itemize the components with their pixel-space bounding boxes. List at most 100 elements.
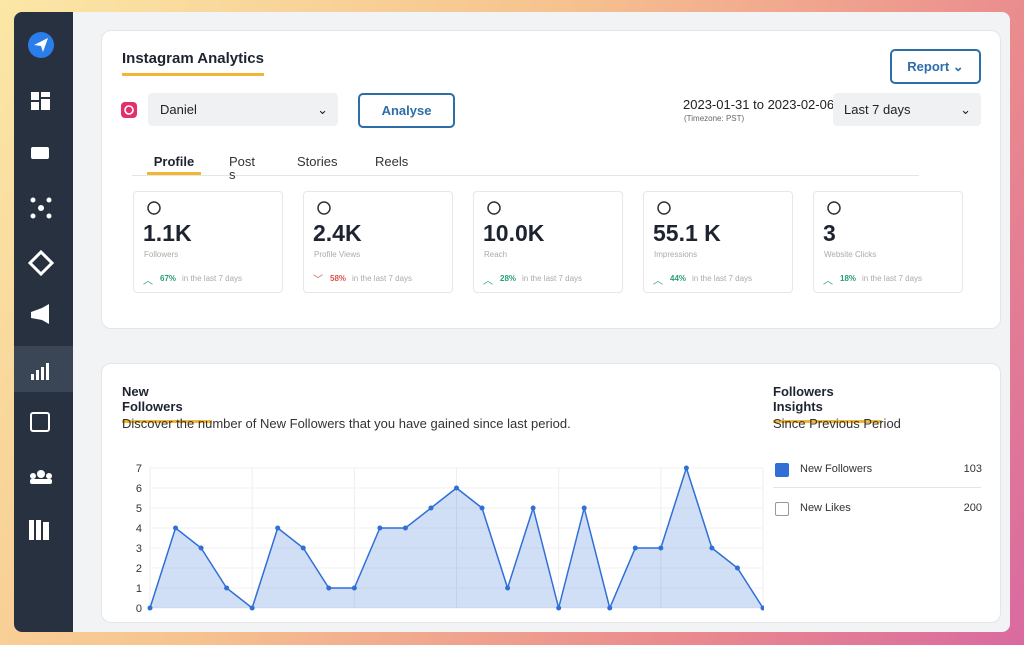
insight-value: 103: [963, 463, 982, 475]
instagram-icon: [121, 102, 137, 118]
point: [402, 525, 408, 531]
stat-icon: [487, 201, 501, 215]
period-select[interactable]: Last 7 days ⌄: [833, 93, 981, 126]
analytics-icon[interactable]: [31, 374, 34, 380]
y-tick-label: 1: [136, 583, 142, 595]
account-name: Daniel: [160, 102, 197, 117]
stat-card: 2.4K Profile Views ︿ 58% in the last 7 days: [303, 191, 453, 293]
stat-icon: [147, 201, 161, 215]
report-label: Report: [907, 59, 950, 74]
stat-card: 1.1K Followers ︿ 67% in the last 7 days: [133, 191, 283, 293]
stat-arrow: ︿: [483, 276, 493, 287]
point: [479, 505, 485, 511]
stat-arrow: ︿: [823, 276, 833, 287]
analyse-button[interactable]: Analyse: [358, 93, 455, 128]
point: [326, 585, 332, 591]
point: [454, 485, 459, 491]
tab[interactable]: Stories: [297, 154, 338, 169]
page-title: Instagram Analytics: [122, 50, 264, 76]
point: [709, 545, 715, 551]
point: [147, 605, 153, 611]
y-tick-label: 5: [136, 503, 142, 515]
insights-subtitle: Since Previous Period: [773, 416, 901, 431]
stat-card: 55.1 K Impressions ︿ 44% in the last 7 days: [643, 191, 793, 293]
stat-label: Followers: [144, 250, 179, 259]
area: [150, 468, 763, 608]
point: [607, 605, 613, 611]
tab-rule: [132, 175, 919, 176]
followers-chart: 0 1 2 3 4 5 6 7: [136, 463, 764, 615]
point: [658, 545, 664, 551]
insight-checkbox[interactable]: [775, 502, 789, 516]
connect-icon[interactable]: [27, 249, 55, 277]
insight-name: New Likes: [800, 502, 851, 514]
point: [300, 545, 306, 551]
stat-change: 28%: [500, 274, 517, 283]
insight-value: 200: [963, 502, 982, 514]
tab[interactable]: Profile: [147, 155, 201, 175]
account-select[interactable]: Daniel ⌄: [148, 93, 338, 126]
chart-description: Discover the number of New Followers tha…: [122, 416, 571, 431]
stat-label: Profile Views: [314, 250, 361, 259]
point: [224, 585, 230, 591]
point: [530, 505, 536, 511]
point: [351, 585, 357, 591]
point: [249, 605, 255, 611]
library-icon[interactable]: [29, 520, 34, 540]
y-tick-label: 0: [136, 603, 142, 615]
y-tick-label: 7: [136, 463, 142, 475]
stat-value: 1.1K: [143, 220, 192, 246]
stat-icon: [827, 201, 841, 215]
stat-period: in the last 7 days: [692, 274, 753, 283]
report-button[interactable]: Report ⌄: [890, 49, 981, 84]
point: [581, 505, 587, 511]
point: [377, 525, 383, 531]
stat-change: 18%: [840, 274, 857, 283]
app-window: Instagram Analytics Report ⌄ Daniel ⌄ Ana…: [14, 12, 1010, 632]
campaign-icon[interactable]: [31, 304, 49, 324]
profile-card: Instagram Analytics Report ⌄ Daniel ⌄ Ana…: [101, 30, 1001, 329]
insight-checkbox[interactable]: [775, 463, 789, 477]
stat-value: 2.4K: [313, 220, 362, 246]
tab[interactable]: Posts: [229, 154, 256, 182]
sidebar: [14, 12, 73, 632]
stat-label: Website Clicks: [824, 250, 877, 259]
team-icon[interactable]: [37, 470, 45, 478]
sidebar-icons: [14, 32, 73, 540]
y-tick-label: 3: [136, 543, 142, 555]
stat-change: 58%: [330, 274, 347, 283]
point: [275, 525, 281, 531]
stat-label: Impressions: [654, 250, 698, 259]
y-tick-label: 6: [136, 483, 142, 495]
dashboard-icon[interactable]: [31, 92, 39, 100]
stat-icon: [317, 201, 331, 215]
stat-period: in the last 7 days: [862, 274, 923, 283]
chart-title: New Followers: [122, 384, 212, 423]
point: [632, 545, 638, 551]
point: [760, 605, 764, 611]
stat-change: 44%: [670, 274, 687, 283]
stat-label: Reach: [484, 250, 508, 259]
insight-name: New Followers: [800, 463, 873, 475]
stat-change: 67%: [160, 274, 177, 283]
stat-value: 55.1 K: [653, 220, 721, 246]
stat-arrow: ︿: [653, 276, 663, 287]
point: [683, 465, 689, 471]
stat-value: 10.0K: [483, 220, 545, 246]
stat-period: in the last 7 days: [522, 274, 583, 283]
stat-arrow: ︿: [143, 276, 153, 287]
download-icon[interactable]: [30, 412, 50, 432]
network-icon[interactable]: [38, 205, 44, 211]
tab[interactable]: Reels: [375, 154, 409, 169]
point: [505, 585, 511, 591]
insight-rule: [773, 487, 981, 488]
y-tick-label: 4: [136, 523, 142, 535]
point: [734, 565, 740, 571]
stat-icon: [657, 201, 671, 215]
point: [428, 505, 434, 511]
date-range: 2023-01-31 to 2023-02-06: [683, 97, 835, 112]
point: [173, 525, 179, 531]
stat-period: in the last 7 days: [352, 274, 413, 283]
messages-icon[interactable]: [31, 147, 49, 159]
